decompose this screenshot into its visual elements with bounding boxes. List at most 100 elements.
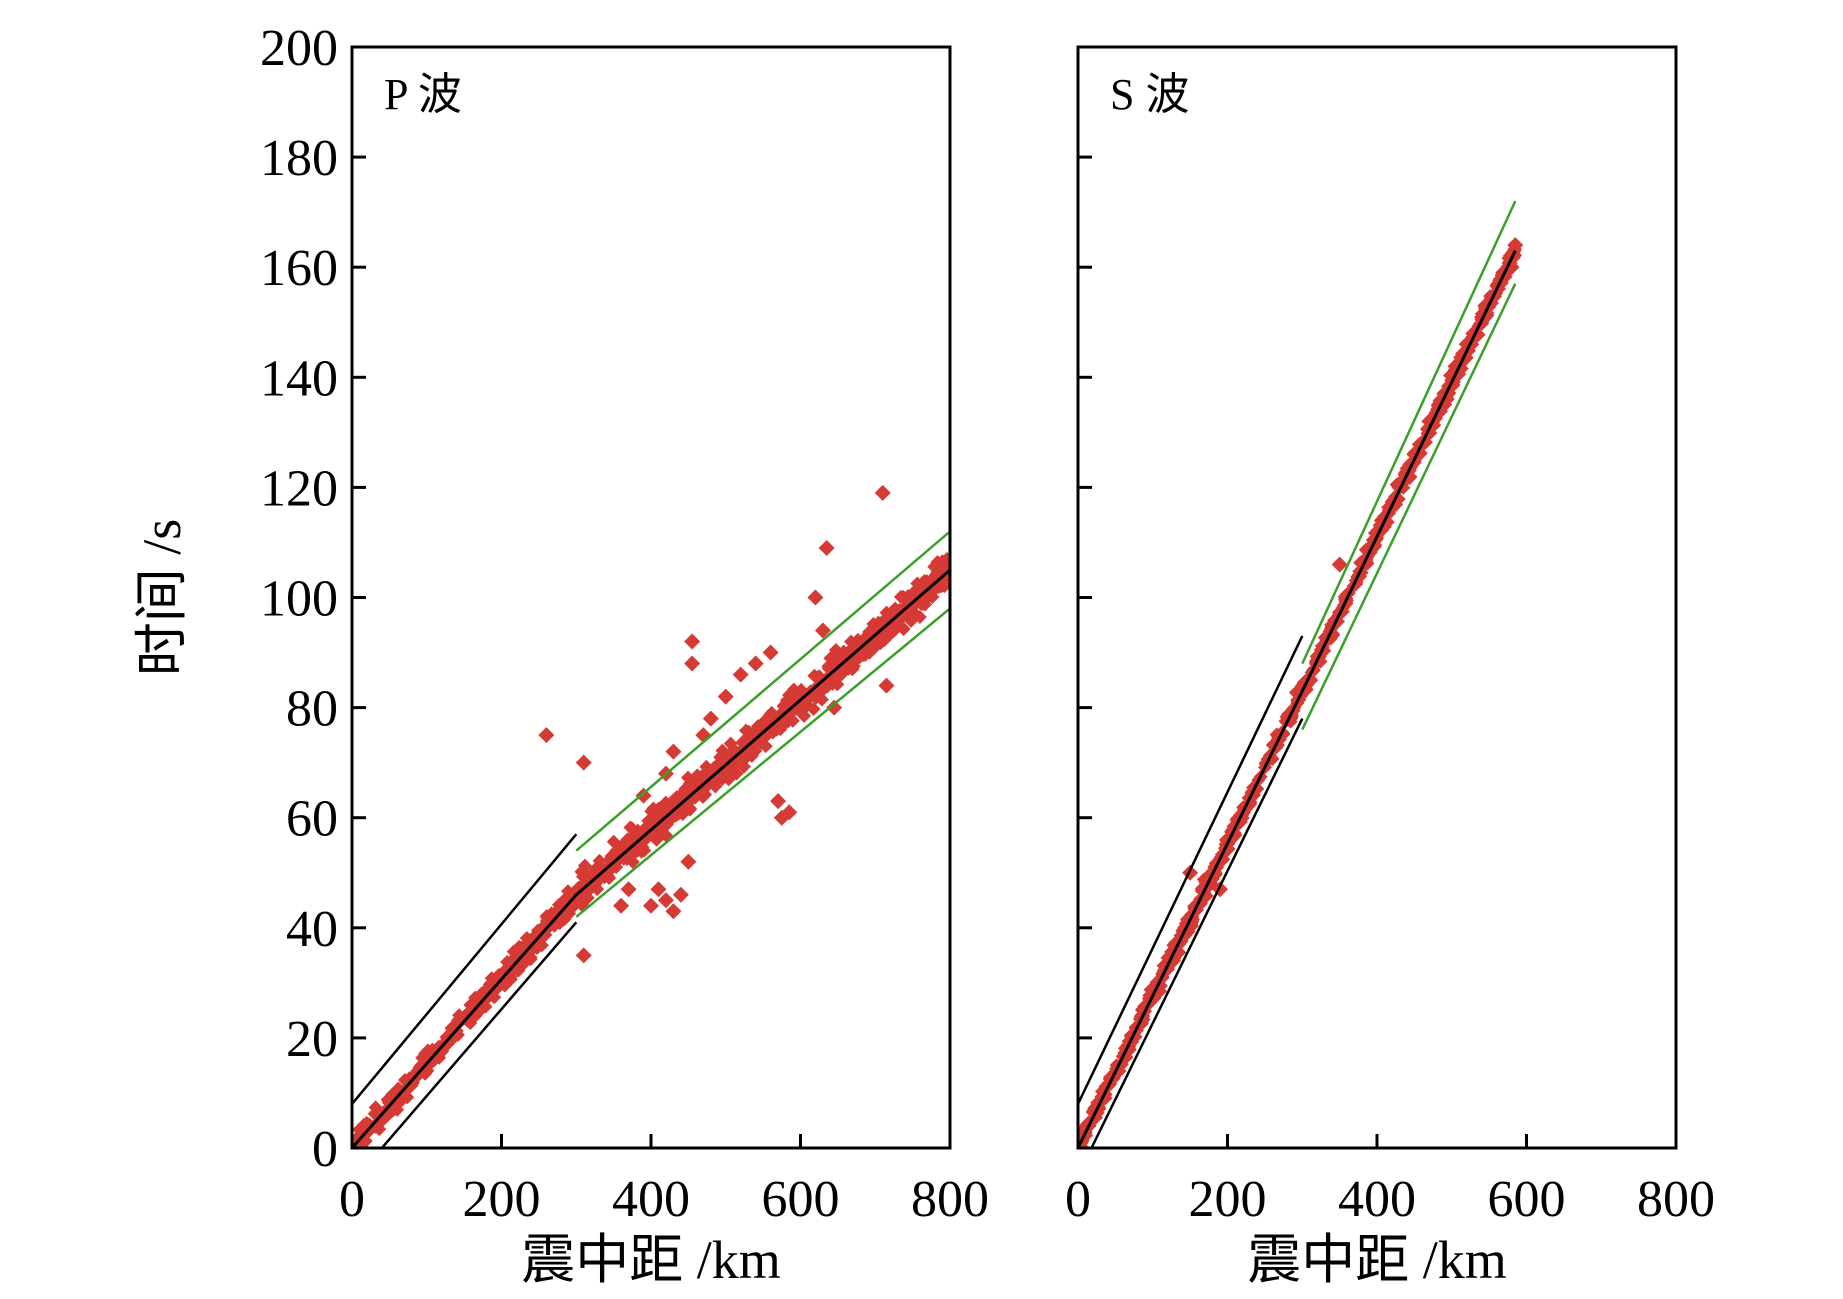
p-wave-data-point (758, 739, 773, 754)
p-wave-outlier-point (538, 727, 555, 744)
p-wave-outlier-point (814, 622, 831, 639)
s-wave-fit-line (1078, 250, 1517, 1148)
p-wave-data-point (936, 555, 950, 570)
p-wave-data-point (651, 828, 666, 843)
p-wave-outlier-point (672, 886, 689, 903)
p-wave-upper-bound-near-line (352, 833, 578, 1105)
p-wave-data-point (806, 702, 821, 717)
s-wave-panel: 0 200 400 600 800 S 波 震中距 /km (1065, 45, 1715, 1290)
y-tick-label: 180 (260, 130, 338, 187)
p-wave-data-point (740, 742, 755, 757)
p-wave-x-tick-label: 400 (612, 1171, 690, 1228)
p-wave-outlier-point (665, 743, 682, 760)
p-wave-data-point (930, 565, 945, 580)
s-wave-x-tick-label: 800 (1637, 1171, 1715, 1228)
p-wave-data-point (868, 625, 883, 640)
y-tick-label: 200 (260, 20, 338, 77)
p-wave-outlier-point (575, 947, 592, 964)
p-wave-data-point (828, 642, 843, 657)
p-wave-data-point (797, 708, 812, 723)
p-wave-upper-bound-far-line (575, 530, 950, 852)
s-wave-outlier-point (1503, 259, 1520, 276)
s-wave-x-tick-label: 600 (1488, 1171, 1566, 1228)
p-wave-data-point (886, 607, 901, 622)
p-wave-data-point (756, 714, 771, 729)
p-wave-x-axis-title: 震中距 /km (521, 1230, 781, 1290)
s-wave-outlier-point (1447, 358, 1464, 375)
p-wave-data-point (830, 677, 845, 692)
p-wave-lower-bound-near-line (380, 921, 578, 1148)
s-wave-outlier-point (1331, 556, 1348, 573)
p-wave-data-point (356, 1147, 357, 1148)
p-wave-outlier-point (613, 897, 630, 914)
p-wave-data-point (368, 1100, 383, 1115)
p-wave-data-point (440, 1036, 455, 1051)
p-wave-data-point (683, 776, 698, 791)
p-wave-outlier-point (643, 897, 659, 914)
p-wave-ticks: 0 20 40 60 80 100 120 140 160 180 200 0 200 400 600 800 (260, 20, 989, 1228)
s-wave-data-point (1135, 1003, 1150, 1018)
p-wave-outlier-point (680, 853, 697, 870)
p-wave-data-point (352, 1122, 367, 1137)
p-wave-data-point (432, 1045, 447, 1060)
p-wave-data-point (400, 1090, 415, 1105)
p-wave-data-point (941, 575, 950, 590)
p-wave-outlier-point (684, 633, 701, 650)
y-tick-label: 60 (286, 791, 338, 848)
p-wave-lower-bound-far-line (575, 607, 950, 918)
p-wave-data-point (794, 682, 809, 697)
p-wave-outlier-point (732, 666, 749, 683)
p-wave-panel: 0 20 40 60 80 100 120 140 160 180 200 0 200 400 600 800… (132, 20, 989, 1290)
s-wave-upper-bound-far-line (1301, 200, 1517, 665)
p-wave-data-point (399, 1082, 414, 1097)
s-wave-upper-bound-near-line (1078, 635, 1304, 1105)
p-wave-outlier-point (635, 787, 652, 804)
s-wave-ticks: 0 200 400 600 800 (1065, 45, 1715, 1228)
p-wave-data-point (659, 798, 674, 813)
y-axis-title: 时间 /s (132, 519, 192, 677)
p-wave-outlier-point (770, 793, 787, 810)
p-wave-data-point (740, 730, 755, 745)
y-tick-label: 120 (260, 460, 338, 517)
p-wave-x-tick-label: 600 (762, 1171, 840, 1228)
p-wave-data-point (457, 1009, 472, 1024)
p-wave-plot-frame (350, 45, 952, 1150)
p-wave-outlier-point (818, 539, 835, 556)
s-wave-x-axis-title: 震中距 /km (1247, 1230, 1507, 1290)
s-wave-outlier-point (1507, 237, 1524, 254)
s-wave-lower-bound-near-line (1090, 718, 1304, 1148)
y-tick-label: 0 (312, 1121, 338, 1178)
y-tick-label: 40 (286, 901, 338, 958)
p-wave-outlier-point (773, 809, 790, 826)
p-wave-data-point (925, 590, 940, 605)
y-tick-label: 100 (260, 571, 338, 628)
p-wave-x-tick-label: 0 (339, 1171, 365, 1228)
p-wave-data-point (592, 853, 607, 868)
y-tick-label: 20 (286, 1011, 338, 1068)
p-wave-outlier-point (762, 644, 779, 661)
s-wave-x-tick-label: 400 (1338, 1171, 1416, 1228)
p-wave-outlier-point (702, 710, 719, 727)
p-wave-panel-title: P 波 (384, 70, 462, 119)
p-wave-outlier-point (717, 688, 734, 705)
p-wave-outlier-point (747, 655, 764, 672)
p-wave-outlier-point (807, 589, 824, 606)
p-wave-outlier-point (620, 881, 637, 898)
y-tick-label: 80 (286, 681, 338, 738)
p-wave-outlier-point (874, 484, 891, 501)
y-tick-label: 140 (260, 350, 338, 407)
s-wave-lines (1078, 200, 1517, 1148)
p-wave-data-point (723, 736, 738, 751)
p-wave-x-tick-label: 800 (911, 1171, 989, 1228)
p-wave-data-point (814, 683, 829, 698)
p-wave-data-point (677, 798, 692, 813)
p-wave-x-tick-label: 200 (463, 1171, 541, 1228)
p-wave-outlier-point (665, 903, 682, 920)
p-wave-outlier-point (650, 881, 667, 898)
p-wave-outlier-point (878, 677, 895, 694)
p-wave-data-point (899, 591, 914, 606)
p-wave-data-point (841, 661, 856, 676)
p-wave-data-point (732, 750, 747, 765)
p-wave-data-point (777, 698, 792, 713)
